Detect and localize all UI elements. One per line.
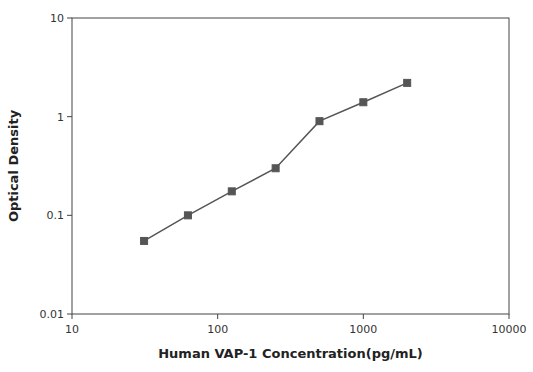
x-tick	[363, 314, 364, 319]
x-axis: 10 100 1000 10000	[65, 314, 527, 336]
marker	[404, 79, 411, 86]
marker	[141, 237, 148, 244]
y-tick-label: 0.1	[47, 209, 65, 222]
line	[144, 83, 407, 241]
x-axis-label: Human VAP-1 Concentration(pg/mL)	[158, 346, 423, 361]
marker	[272, 165, 279, 172]
x-tick-label: 1000	[349, 323, 377, 336]
y-tick-label: 1	[57, 111, 64, 124]
marker	[228, 188, 235, 195]
y-tick	[67, 215, 72, 216]
y-tick	[67, 314, 72, 315]
chart: 10 100 1000 10000 0.01 0.1 1 10 Human VAP-1 Conc…	[0, 0, 533, 372]
chart-container: 10 100 1000 10000 0.01 0.1 1 10 Human VAP-1 Conc…	[0, 0, 533, 372]
x-tick	[72, 314, 73, 319]
plot-frame	[72, 18, 509, 314]
series	[141, 79, 411, 244]
y-tick-label: 10	[50, 12, 64, 25]
x-tick	[509, 314, 510, 319]
y-tick	[67, 116, 72, 117]
y-tick-label: 0.01	[40, 308, 65, 321]
y-tick	[67, 18, 72, 19]
x-tick	[217, 314, 218, 319]
marker	[360, 99, 367, 106]
y-axis-label: Optical Density	[6, 109, 21, 222]
marker	[316, 118, 323, 125]
x-tick-label: 10000	[492, 323, 527, 336]
marker	[184, 212, 191, 219]
x-tick-label: 100	[207, 323, 228, 336]
x-tick-label: 10	[65, 323, 79, 336]
y-axis: 0.01 0.1 1 10	[40, 12, 73, 321]
